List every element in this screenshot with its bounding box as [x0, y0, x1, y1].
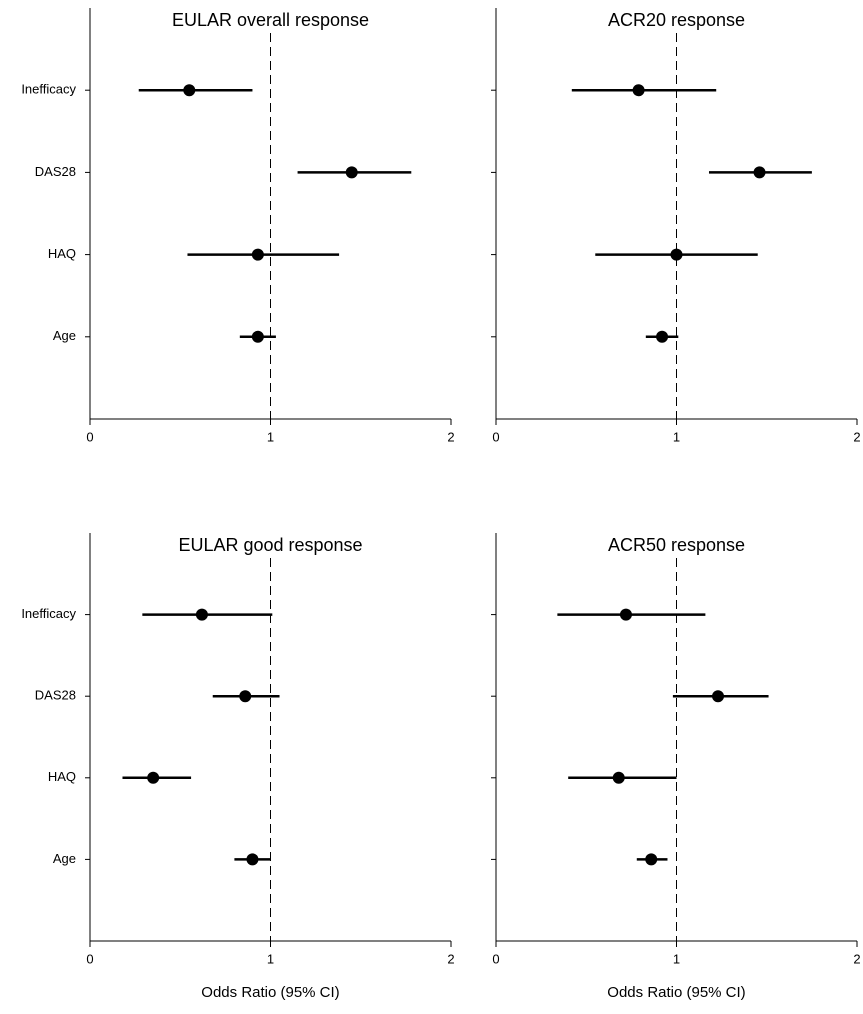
y-tick-label: Inefficacy — [21, 606, 76, 621]
y-tick-label: Inefficacy — [21, 82, 76, 97]
point-estimate — [753, 166, 766, 179]
point-estimate — [345, 166, 358, 179]
x-tick-label: 0 — [492, 951, 499, 966]
x-tick-label: 1 — [267, 429, 274, 444]
chart-title: EULAR good response — [178, 535, 362, 555]
point-estimate — [147, 771, 160, 784]
x-tick-label: 1 — [673, 951, 680, 966]
point-estimate — [670, 248, 683, 261]
point-estimate — [251, 330, 264, 343]
y-tick-label: HAQ — [48, 246, 76, 261]
point-estimate — [619, 608, 632, 621]
y-tick-label: Age — [53, 851, 76, 866]
chart-title: EULAR overall response — [172, 10, 369, 30]
point-estimate — [645, 853, 658, 866]
x-tick-label: 0 — [86, 951, 93, 966]
x-tick-label: 1 — [267, 951, 274, 966]
point-estimate — [712, 690, 725, 703]
point-estimate — [239, 690, 252, 703]
x-tick-label: 0 — [86, 429, 93, 444]
y-tick-label: Age — [53, 328, 76, 343]
point-estimate — [632, 84, 645, 97]
x-tick-label: 2 — [853, 429, 860, 444]
x-tick-label: 2 — [447, 429, 454, 444]
y-tick-label: DAS28 — [35, 164, 76, 179]
chart-title: ACR50 response — [608, 535, 745, 555]
point-estimate — [195, 608, 208, 621]
point-estimate — [251, 248, 264, 261]
y-tick-label: DAS28 — [35, 688, 76, 703]
point-estimate — [183, 84, 196, 97]
x-tick-label: 2 — [447, 951, 454, 966]
point-estimate — [612, 771, 625, 784]
x-tick-label: 0 — [492, 429, 499, 444]
x-axis-label: Odds Ratio (95% CI) — [201, 984, 339, 1001]
x-axis-label: Odds Ratio (95% CI) — [607, 984, 745, 1001]
chart-title: ACR20 response — [608, 10, 745, 30]
x-tick-label: 1 — [673, 429, 680, 444]
y-tick-label: HAQ — [48, 769, 76, 784]
point-estimate — [246, 853, 259, 866]
x-tick-label: 2 — [853, 951, 860, 966]
point-estimate — [656, 330, 669, 343]
